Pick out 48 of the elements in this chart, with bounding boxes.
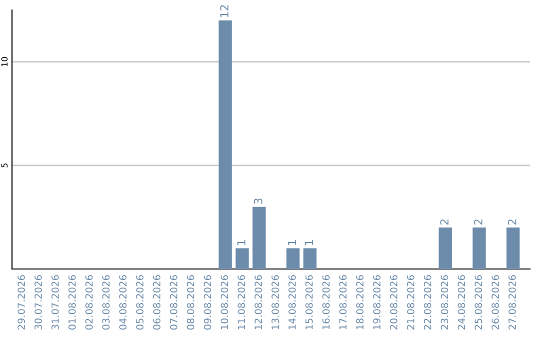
x-tick-label: 05.08.2026	[136, 275, 144, 330]
x-tick-label: 23.08.2026	[440, 275, 448, 330]
data-label: 2	[508, 220, 516, 225]
x-tick-label: 21.08.2026	[406, 275, 414, 330]
x-tick-label: 11.08.2026	[238, 275, 246, 330]
data-label: 1	[288, 240, 296, 245]
bar	[472, 228, 486, 269]
bar	[506, 228, 520, 269]
x-tick-label: 27.08.2026	[508, 275, 516, 330]
x-tick-label: 30.07.2026	[34, 275, 42, 330]
x-tick-label: 22.08.2026	[424, 275, 432, 330]
x-tick-label: 29.07.2026	[18, 275, 25, 330]
bar	[438, 228, 452, 269]
x-tick-label: 14.08.2026	[288, 275, 296, 330]
x-tick-label: 07.08.2026	[170, 275, 178, 330]
x-tick-label: 03.08.2026	[102, 275, 110, 330]
x-tick-label: 08.08.2026	[186, 275, 194, 330]
data-label: 1	[304, 240, 313, 245]
data-label: 2	[474, 220, 482, 225]
x-tick-label: 31.07.2026	[51, 275, 59, 330]
x-tick-label: 15.08.2026	[305, 275, 313, 330]
bar	[218, 20, 232, 269]
x-tick-label: 09.08.2026	[204, 275, 212, 330]
x-tick-label: 02.08.2026	[85, 275, 93, 330]
y-tick-label: 5	[1, 163, 8, 168]
x-tick-label: 20.08.2026	[390, 275, 398, 330]
x-tick-label: 26.08.2026	[492, 275, 499, 330]
x-tick-label: 17.08.2026	[339, 275, 347, 330]
bar	[286, 248, 300, 269]
data-label: 12	[220, 5, 228, 18]
data-label: 3	[254, 198, 262, 204]
x-tick-label: 04.08.2026	[119, 275, 127, 330]
bar	[303, 248, 317, 269]
x-tick-label: 13.08.2026	[272, 275, 279, 330]
bar	[252, 206, 266, 269]
x-tick-label: 01.08.2026	[68, 275, 76, 330]
x-tick-label: 24.08.2026	[458, 275, 466, 330]
x-tick-label: 10.08.2026	[220, 275, 228, 330]
x-tick-label: 18.08.2026	[356, 275, 364, 330]
bar	[236, 248, 249, 269]
x-tick-label: 19.08.2026	[373, 275, 380, 330]
x-tick-label: 12.08.2026	[254, 275, 262, 330]
x-tick-label: 06.08.2026	[153, 275, 160, 330]
data-label: 1	[237, 240, 246, 245]
x-tick-label: 25.08.2026	[474, 275, 482, 330]
data-label: 2	[440, 220, 448, 225]
y-tick-label: 10	[1, 57, 8, 66]
x-tick-label: 16.08.2026	[322, 275, 330, 330]
